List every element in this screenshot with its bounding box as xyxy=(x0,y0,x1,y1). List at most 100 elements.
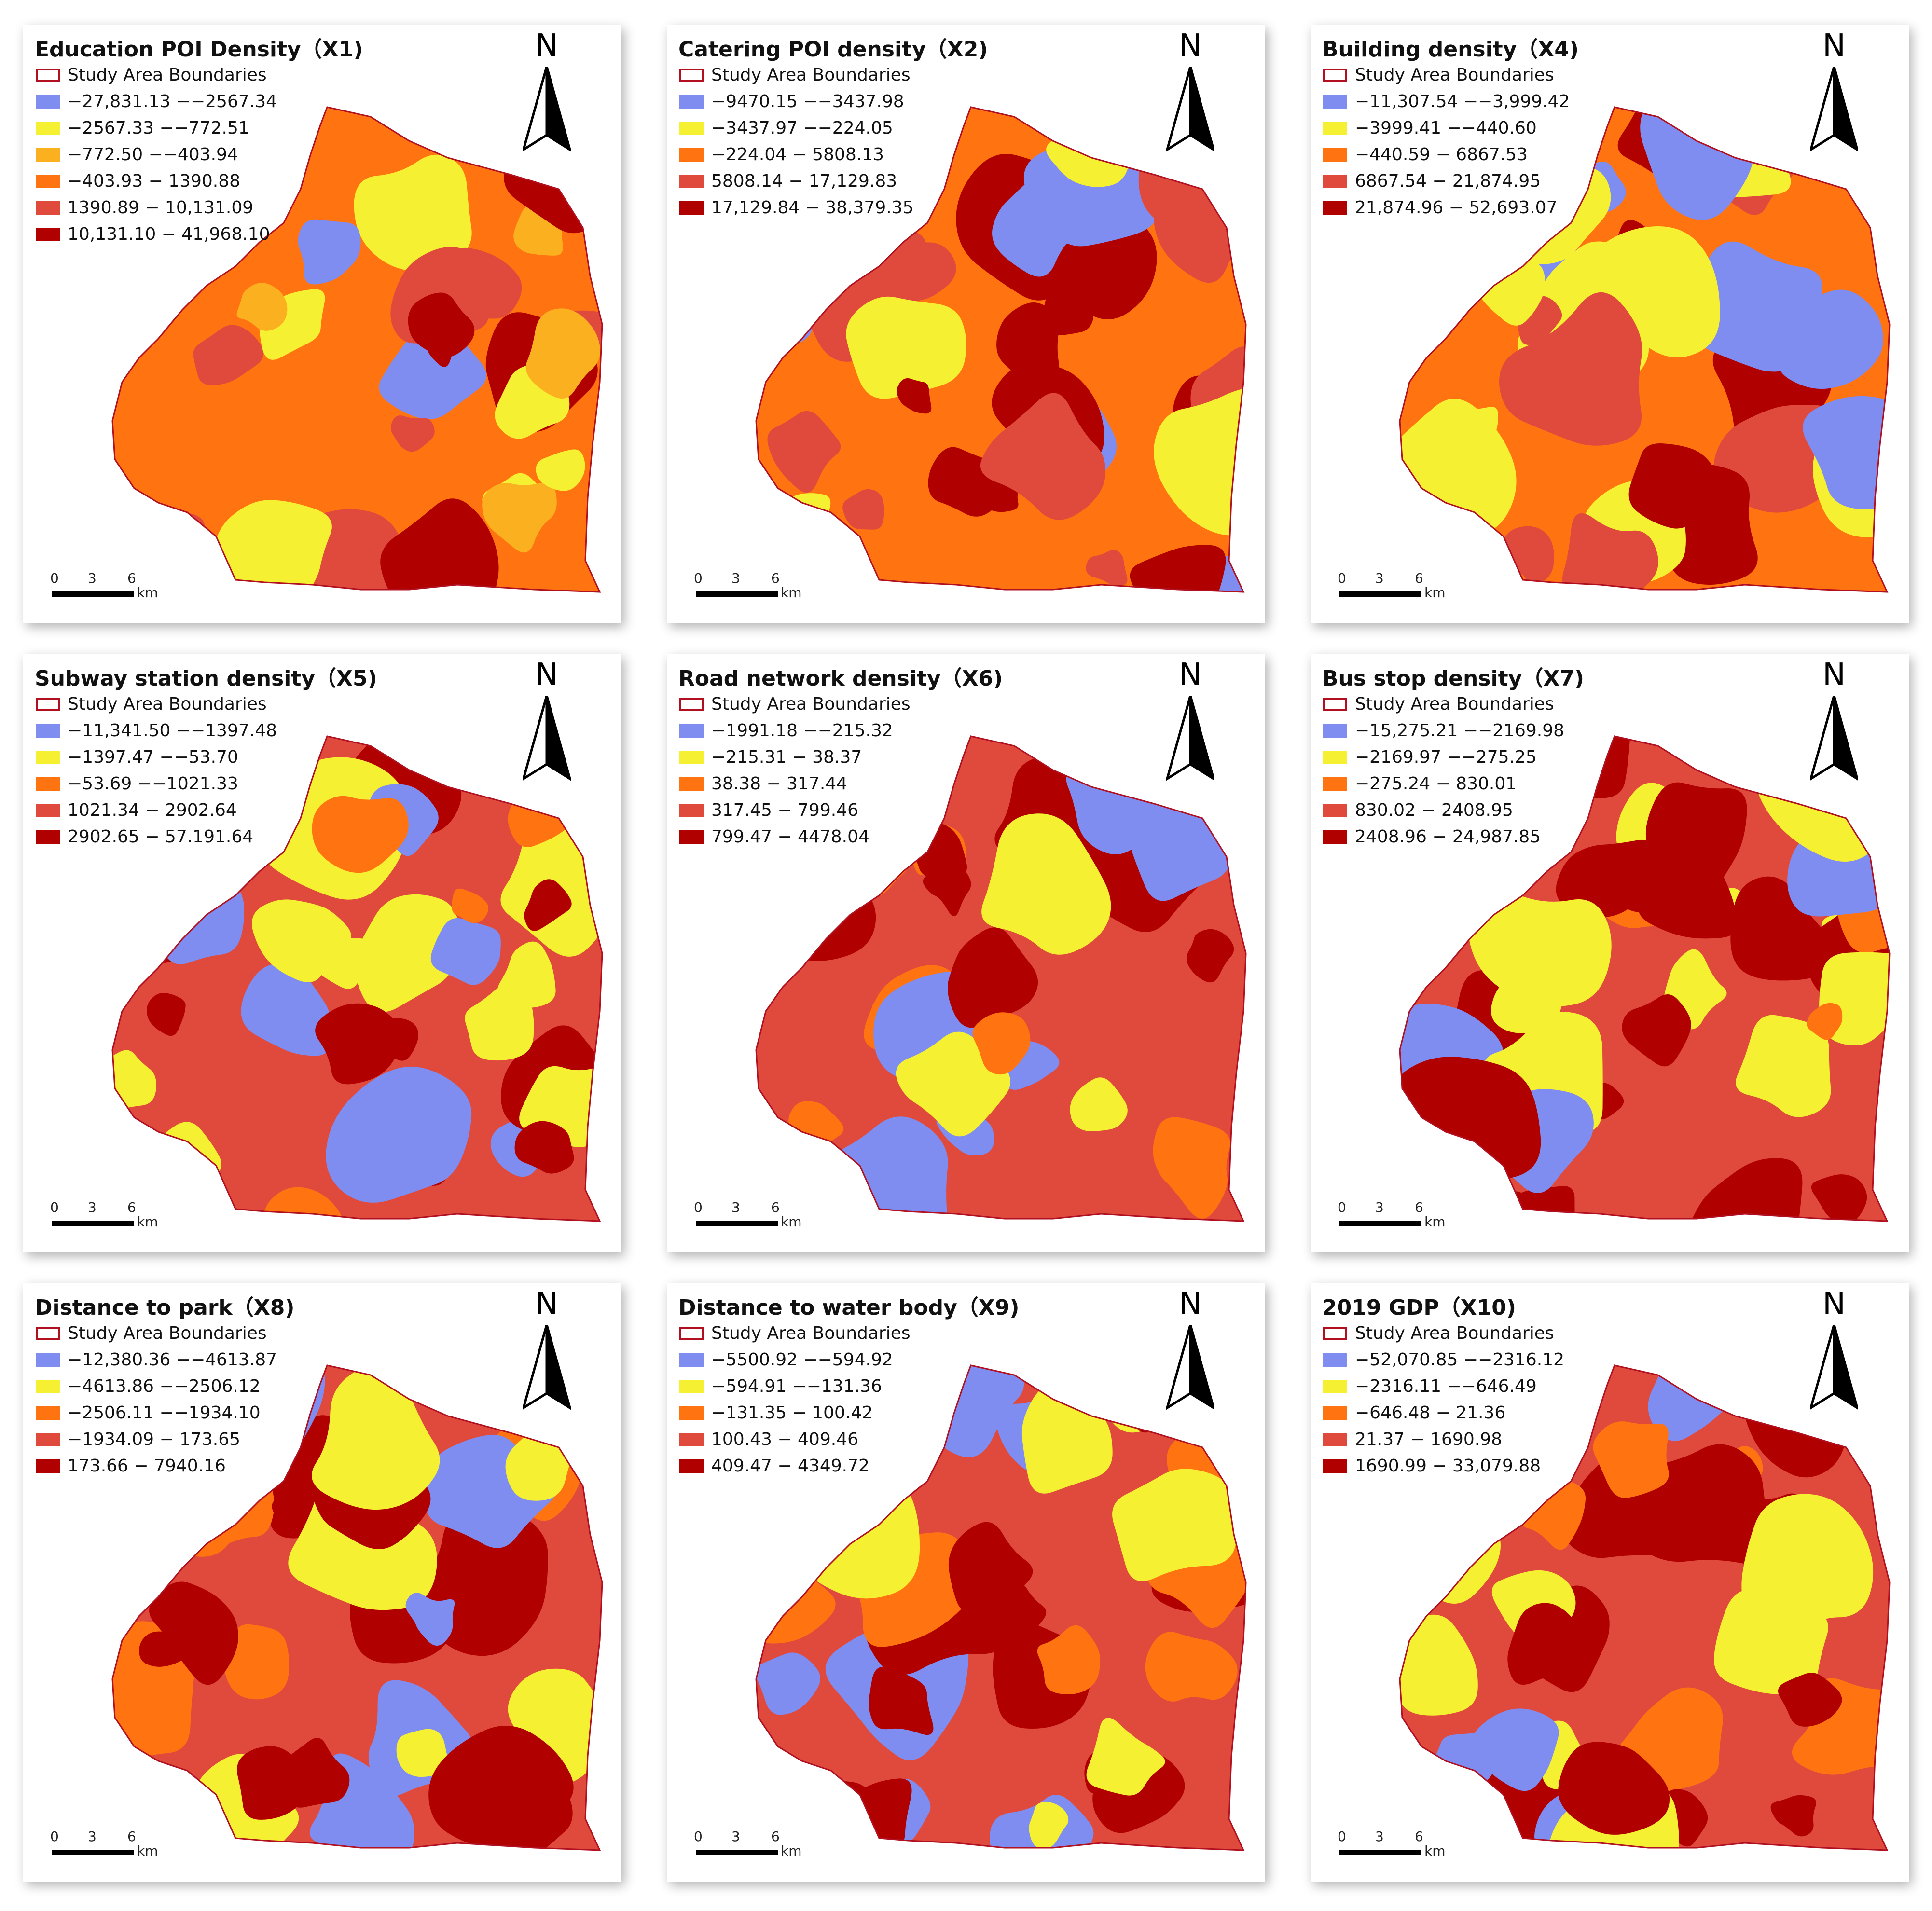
class-region xyxy=(1472,1708,1559,1791)
scale-unit: km xyxy=(137,1843,158,1859)
study-area-boundary xyxy=(755,735,1247,1222)
class-region xyxy=(496,1786,573,1850)
class-region xyxy=(1070,1077,1128,1132)
legend-swatch xyxy=(36,121,60,135)
north-arrow-icon xyxy=(523,696,571,781)
scale-tick-label: 6 xyxy=(1415,1199,1423,1215)
class-region xyxy=(1186,929,1234,983)
legend-item: 100.43 − 409.46 xyxy=(679,1426,911,1453)
legend-label: Study Area Boundaries xyxy=(711,694,911,714)
legend-item: 10,131.10 − 41,968.10 xyxy=(36,221,277,247)
class-region xyxy=(275,1738,350,1808)
north-label: N xyxy=(535,28,558,64)
legend-item: −12,380.36 −−4613.87 xyxy=(36,1347,277,1373)
legend-item: 5808.14 − 17,129.83 xyxy=(679,168,913,194)
legend-label: −131.35 − 100.42 xyxy=(711,1403,873,1423)
class-region xyxy=(756,1652,821,1715)
legend-item: −15,275.21 −−2169.98 xyxy=(1323,717,1564,744)
legend-swatch xyxy=(679,724,704,738)
study-area-boundary xyxy=(1399,735,1891,1222)
choropleth-map xyxy=(1399,106,1891,593)
map-title: Road network density（X6) xyxy=(678,666,1003,691)
scale-tick-label: 3 xyxy=(1375,1829,1384,1844)
map-title: Education POI Density（X1) xyxy=(35,37,363,62)
legend-item: 17,129.84 − 38,379.35 xyxy=(679,194,913,221)
class-region xyxy=(514,1121,574,1174)
scale-bar-line xyxy=(52,1221,134,1226)
class-region xyxy=(149,1581,238,1685)
legend-item: 173.66 − 7940.16 xyxy=(36,1453,277,1479)
legend-swatch xyxy=(36,697,60,711)
scale-unit: km xyxy=(1424,585,1446,601)
class-region xyxy=(1811,1174,1867,1221)
class-region xyxy=(948,1522,1033,1614)
scale-unit: km xyxy=(137,585,158,601)
scale-tick-label: 6 xyxy=(771,1199,780,1215)
map-title: 2019 GDP（X10) xyxy=(1322,1295,1516,1320)
class-region xyxy=(298,219,361,285)
map-panel-x5: Subway station density（X5) Study Area Bou… xyxy=(23,654,621,1252)
class-region xyxy=(1130,545,1226,592)
scale-bar-line xyxy=(696,1221,778,1226)
scale-unit: km xyxy=(781,1214,802,1230)
legend-label: −646.48 − 21.36 xyxy=(1355,1403,1506,1423)
scale-bar-line xyxy=(52,591,134,597)
legend-item: −11,341.50 −−1397.48 xyxy=(36,717,277,744)
north-arrow-icon xyxy=(1166,696,1214,781)
legend-swatch xyxy=(36,95,60,109)
legend-label: Study Area Boundaries xyxy=(711,1323,911,1343)
legend-swatch xyxy=(1323,777,1347,791)
class-region xyxy=(972,1012,1031,1075)
legend-swatch xyxy=(679,697,704,711)
legend-swatch xyxy=(679,1459,704,1473)
legend-item: 2408.96 − 24,987.85 xyxy=(1323,824,1564,850)
class-region xyxy=(525,308,600,399)
legend-label: 2408.96 − 24,987.85 xyxy=(1355,827,1541,847)
legend-swatch xyxy=(36,68,60,82)
scale-bar: 0 3 6 km xyxy=(694,1829,810,1867)
scale-bar-line xyxy=(1339,591,1421,597)
legend-label: −11,341.50 −−1397.48 xyxy=(68,721,277,741)
legend-label: Study Area Boundaries xyxy=(68,1323,267,1343)
class-region xyxy=(318,938,370,989)
class-region xyxy=(1507,1603,1581,1685)
legend-label: 38.38 − 317.44 xyxy=(711,774,848,794)
legend-item: −2567.33 −−772.51 xyxy=(36,115,277,141)
class-region xyxy=(390,415,435,452)
scale-bar: 0 3 6 km xyxy=(50,1829,166,1867)
legend-swatch xyxy=(1323,1353,1347,1367)
legend-swatch xyxy=(1323,95,1347,109)
legend-label: −5500.92 −−594.92 xyxy=(711,1350,893,1370)
scale-tick-label: 0 xyxy=(1338,570,1346,586)
scale-bar: 0 3 6 km xyxy=(694,570,810,609)
legend-label: −772.50 −−403.94 xyxy=(68,145,238,165)
class-region xyxy=(767,411,841,493)
legend-label: −3437.97 −−224.05 xyxy=(711,118,893,138)
legend-item: 1390.89 − 10,131.09 xyxy=(36,194,277,221)
legend-item: −3999.41 −−440.60 xyxy=(1323,115,1570,141)
class-region xyxy=(508,780,585,848)
scale-bar: 0 3 6 km xyxy=(694,1199,810,1238)
class-region xyxy=(236,283,288,331)
class-region xyxy=(315,1003,400,1085)
scale-tick-label: 6 xyxy=(771,1829,780,1844)
legend-swatch xyxy=(679,121,704,135)
legend-label: −15,275.21 −−2169.98 xyxy=(1355,721,1565,741)
map-panel-x2: Catering POI density（X2) Study Area Bound… xyxy=(667,25,1265,623)
legend-item: −9470.15 −−3437.98 xyxy=(679,88,913,115)
class-region xyxy=(425,326,456,367)
study-area-boundary xyxy=(111,106,603,593)
choropleth-map xyxy=(111,735,603,1222)
legend-swatch xyxy=(1323,1406,1347,1420)
class-region xyxy=(1400,1614,1478,1716)
legend-label: −2316.11 −−646.49 xyxy=(1355,1376,1537,1396)
map-legend: Study Area Boundaries −9470.15 −−3437.98 −… xyxy=(679,62,913,221)
north-arrow-icon xyxy=(523,67,571,152)
legend-label: −4613.86 −−2506.12 xyxy=(68,1376,261,1396)
scale-unit: km xyxy=(781,585,802,601)
class-region xyxy=(408,292,475,357)
class-region xyxy=(947,927,1038,1028)
legend-item: −2316.11 −−646.49 xyxy=(1323,1373,1564,1400)
class-region xyxy=(312,1365,440,1510)
legend-label: 317.45 − 799.46 xyxy=(711,800,858,820)
